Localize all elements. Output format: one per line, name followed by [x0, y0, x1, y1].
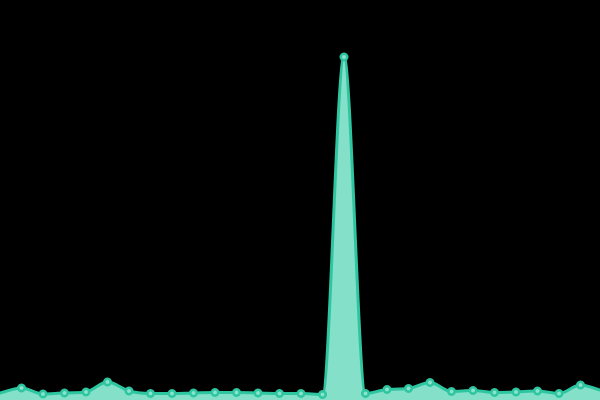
data-point-marker — [360, 388, 370, 398]
data-point-marker — [189, 388, 199, 398]
data-point-marker — [468, 385, 478, 395]
data-point-marker — [210, 387, 220, 397]
data-point-marker — [511, 387, 521, 397]
data-point-marker — [38, 389, 48, 399]
line-path — [0, 55, 600, 396]
data-point-marker — [554, 388, 564, 398]
data-point-marker — [296, 388, 306, 398]
data-point-marker — [274, 388, 284, 398]
data-point-marker — [403, 383, 413, 393]
data-point-marker — [382, 384, 392, 394]
data-point-marker — [103, 377, 113, 387]
data-point-marker — [146, 388, 156, 398]
area-fill — [0, 57, 600, 400]
data-point-marker — [16, 383, 26, 393]
data-point-marker — [532, 386, 542, 396]
data-point-marker — [425, 377, 435, 387]
data-point-marker — [124, 386, 134, 396]
data-point-marker — [253, 388, 263, 398]
data-point-marker — [232, 387, 242, 397]
data-point-marker — [489, 387, 499, 397]
data-point-marker — [317, 389, 327, 399]
data-point-marker — [59, 388, 69, 398]
data-point-marker — [167, 388, 177, 398]
data-point-marker — [339, 52, 349, 62]
data-point-marker — [575, 380, 585, 390]
data-point-marker — [446, 386, 456, 396]
data-point-marker — [81, 387, 91, 397]
